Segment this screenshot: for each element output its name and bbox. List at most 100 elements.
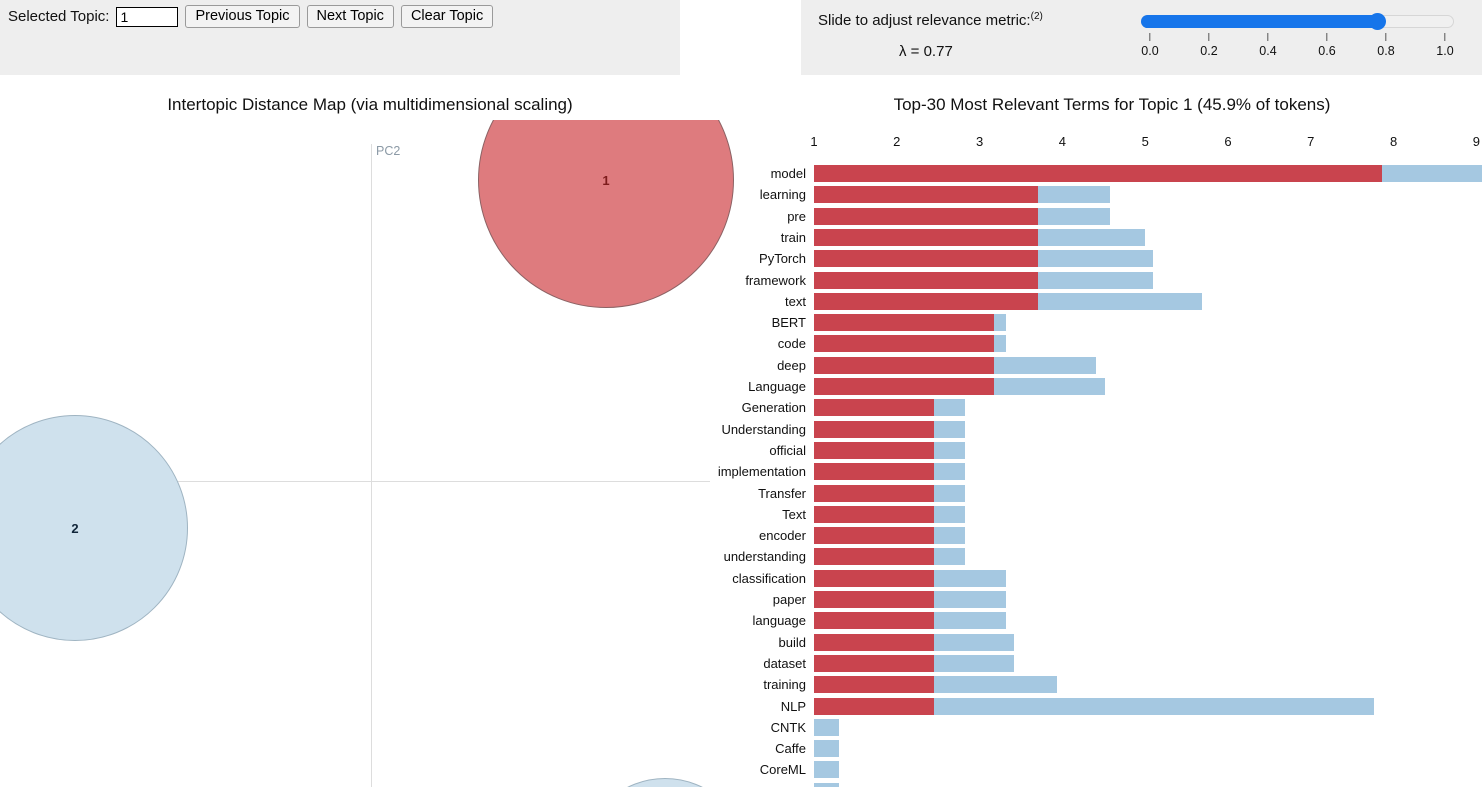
- topic-frequency-bar[interactable]: [814, 399, 935, 417]
- overall-frequency-bar[interactable]: [814, 782, 839, 787]
- term-bar-row[interactable]: pre: [0, 207, 1482, 225]
- term-bar-row[interactable]: Generation: [0, 399, 1482, 417]
- term-label[interactable]: build: [778, 634, 806, 650]
- term-bar-row[interactable]: understanding: [0, 548, 1482, 566]
- overall-frequency-bar[interactable]: [814, 718, 839, 736]
- term-bar-row[interactable]: BERT: [0, 314, 1482, 332]
- term-bar-row[interactable]: Language: [0, 378, 1482, 395]
- term-label[interactable]: PyTorch: [759, 251, 806, 267]
- overall-frequency-bar[interactable]: [814, 761, 839, 779]
- intertopic-distance-map[interactable]: PC2 PC1 123: [0, 120, 740, 787]
- term-bar-row[interactable]: dataset: [0, 654, 1482, 672]
- topic-frequency-bar[interactable]: [814, 186, 1038, 204]
- term-bar-row[interactable]: encoder: [0, 527, 1482, 545]
- term-label[interactable]: encoder: [759, 528, 806, 544]
- term-bar-row[interactable]: language: [0, 612, 1482, 630]
- overall-frequency-bar[interactable]: [814, 697, 1374, 715]
- topic-frequency-bar[interactable]: [814, 633, 935, 651]
- term-label[interactable]: deep: [777, 357, 806, 373]
- topic-frequency-bar[interactable]: [814, 591, 935, 608]
- term-label[interactable]: language: [752, 613, 807, 629]
- term-label[interactable]: train: [780, 229, 806, 245]
- term-label[interactable]: classification: [732, 570, 806, 586]
- term-bar-row[interactable]: deep: [0, 356, 1482, 374]
- topic-frequency-bar[interactable]: [814, 569, 935, 587]
- overall-frequency-bar[interactable]: [814, 740, 839, 758]
- term-label[interactable]: Generation: [741, 400, 806, 416]
- term-bar-row[interactable]: NLP: [0, 697, 1482, 715]
- topic-frequency-bar[interactable]: [814, 165, 1382, 182]
- term-label[interactable]: Transfer: [758, 485, 806, 501]
- term-bar-row[interactable]: Keras: [0, 782, 1482, 787]
- next-topic-button[interactable]: Next Topic: [306, 5, 394, 28]
- term-bar-row[interactable]: classification: [0, 569, 1482, 587]
- term-bar-row[interactable]: PyTorch: [0, 250, 1482, 268]
- previous-topic-button[interactable]: Previous Topic: [185, 5, 300, 28]
- clear-topic-button[interactable]: Clear Topic: [400, 5, 494, 28]
- relevance-slider[interactable]: 0.0 0.2 0.4 0.6 0.8 1.0: [1141, 11, 1456, 67]
- topic-frequency-bar[interactable]: [814, 314, 994, 332]
- topic-frequency-bar[interactable]: [814, 484, 935, 502]
- term-bar-row[interactable]: implementation: [0, 463, 1482, 481]
- term-bar-row[interactable]: Understanding: [0, 420, 1482, 438]
- term-label[interactable]: dataset: [763, 655, 806, 671]
- topic-frequency-bar[interactable]: [814, 207, 1038, 225]
- topic-frequency-bar[interactable]: [814, 505, 935, 523]
- topic-frequency-bar[interactable]: [814, 420, 935, 438]
- topic-frequency-bar[interactable]: [814, 250, 1038, 268]
- term-bar-row[interactable]: train: [0, 228, 1482, 246]
- term-label[interactable]: pre: [787, 208, 806, 224]
- topic-frequency-bar[interactable]: [814, 356, 994, 374]
- topic-frequency-bar[interactable]: [814, 612, 935, 630]
- term-label[interactable]: NLP: [780, 698, 806, 714]
- term-label[interactable]: paper: [772, 592, 806, 607]
- selected-topic-input[interactable]: [116, 6, 179, 27]
- topic-frequency-bar[interactable]: [814, 697, 935, 715]
- topic-frequency-bar[interactable]: [814, 378, 994, 395]
- term-label[interactable]: BERT: [771, 315, 806, 331]
- topic-frequency-bar[interactable]: [814, 228, 1038, 246]
- term-label[interactable]: Language: [748, 379, 806, 394]
- term-label[interactable]: understanding: [723, 549, 806, 565]
- topic-frequency-bar[interactable]: [814, 654, 935, 672]
- term-label[interactable]: Keras: [656, 783, 806, 787]
- term-bar-row[interactable]: text: [0, 292, 1482, 310]
- term-label[interactable]: code: [777, 336, 806, 352]
- topic-frequency-bar[interactable]: [814, 271, 1038, 289]
- topic-frequency-bar[interactable]: [814, 335, 994, 353]
- term-bar-row[interactable]: training: [0, 676, 1482, 694]
- term-bar-row[interactable]: CoreML: [0, 761, 1482, 779]
- topic-frequency-bar[interactable]: [814, 676, 935, 694]
- term-label[interactable]: training: [763, 677, 806, 693]
- topic-frequency-bar[interactable]: [814, 292, 1038, 310]
- term-bar-row[interactable]: framework: [0, 271, 1482, 289]
- topic-controls: Selected Topic: Previous Topic Next Topi…: [8, 5, 494, 28]
- slider-handle[interactable]: [1369, 13, 1387, 30]
- topic-frequency-bar[interactable]: [814, 463, 935, 481]
- topic-circle-2[interactable]: 2: [0, 415, 188, 641]
- term-label[interactable]: Text: [782, 506, 806, 522]
- term-label[interactable]: text: [785, 293, 806, 309]
- topic-frequency-bar[interactable]: [814, 441, 935, 459]
- topic-frequency-bar[interactable]: [814, 548, 935, 566]
- term-bar-row[interactable]: Caffe: [0, 740, 1482, 758]
- term-bar-row[interactable]: CNTK: [0, 718, 1482, 736]
- term-bar-row[interactable]: code: [0, 335, 1482, 353]
- term-label[interactable]: framework: [745, 272, 806, 288]
- term-label[interactable]: Understanding: [721, 421, 806, 437]
- term-bar-row[interactable]: paper: [0, 591, 1482, 608]
- term-label[interactable]: CoreML: [759, 762, 806, 778]
- term-bar-row[interactable]: Text: [0, 505, 1482, 523]
- term-label[interactable]: implementation: [717, 464, 806, 480]
- term-bar-row[interactable]: learning: [0, 186, 1482, 204]
- term-bar-row[interactable]: model: [0, 165, 1482, 182]
- term-label[interactable]: learning: [759, 187, 806, 203]
- term-bar-row[interactable]: official: [0, 441, 1482, 459]
- term-label[interactable]: CNTK: [770, 719, 806, 735]
- term-bar-row[interactable]: build: [0, 633, 1482, 651]
- term-label[interactable]: Caffe: [775, 741, 806, 757]
- term-bar-row[interactable]: Transfer: [0, 484, 1482, 502]
- term-label[interactable]: official: [769, 442, 806, 458]
- term-label[interactable]: model: [770, 166, 806, 181]
- topic-frequency-bar[interactable]: [814, 527, 935, 545]
